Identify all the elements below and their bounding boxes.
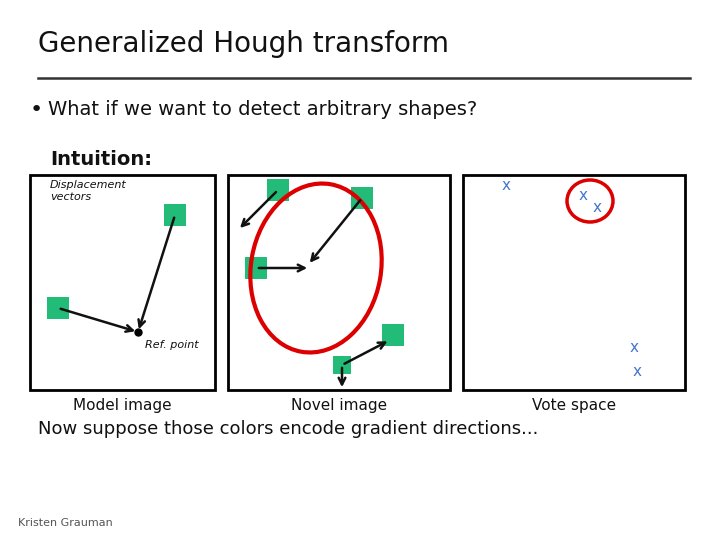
Bar (267, 179, 289, 201)
Text: •: • (30, 100, 43, 120)
Text: Kristen Grauman: Kristen Grauman (18, 518, 113, 528)
Text: x: x (578, 187, 588, 202)
Bar (47, 297, 69, 319)
Text: Intuition:: Intuition: (50, 150, 152, 169)
Bar (351, 187, 373, 209)
Text: Model image: Model image (73, 398, 172, 413)
Bar (245, 257, 267, 279)
Bar (382, 324, 404, 346)
Text: What if we want to detect arbitrary shapes?: What if we want to detect arbitrary shap… (48, 100, 477, 119)
Text: x: x (632, 364, 642, 380)
Bar (333, 356, 351, 374)
Bar (30, 175, 215, 390)
Bar (228, 175, 450, 390)
Text: Generalized Hough transform: Generalized Hough transform (38, 30, 449, 58)
Text: Novel image: Novel image (291, 398, 387, 413)
Text: x: x (593, 199, 601, 214)
Text: Displacement
vectors: Displacement vectors (50, 180, 127, 201)
Text: Now suppose those colors encode gradient directions...: Now suppose those colors encode gradient… (38, 420, 539, 438)
Text: Ref. point: Ref. point (145, 340, 199, 350)
Text: x: x (502, 178, 510, 192)
Bar (463, 175, 685, 390)
Text: Vote space: Vote space (532, 398, 616, 413)
Text: x: x (629, 340, 639, 354)
Bar (164, 204, 186, 226)
